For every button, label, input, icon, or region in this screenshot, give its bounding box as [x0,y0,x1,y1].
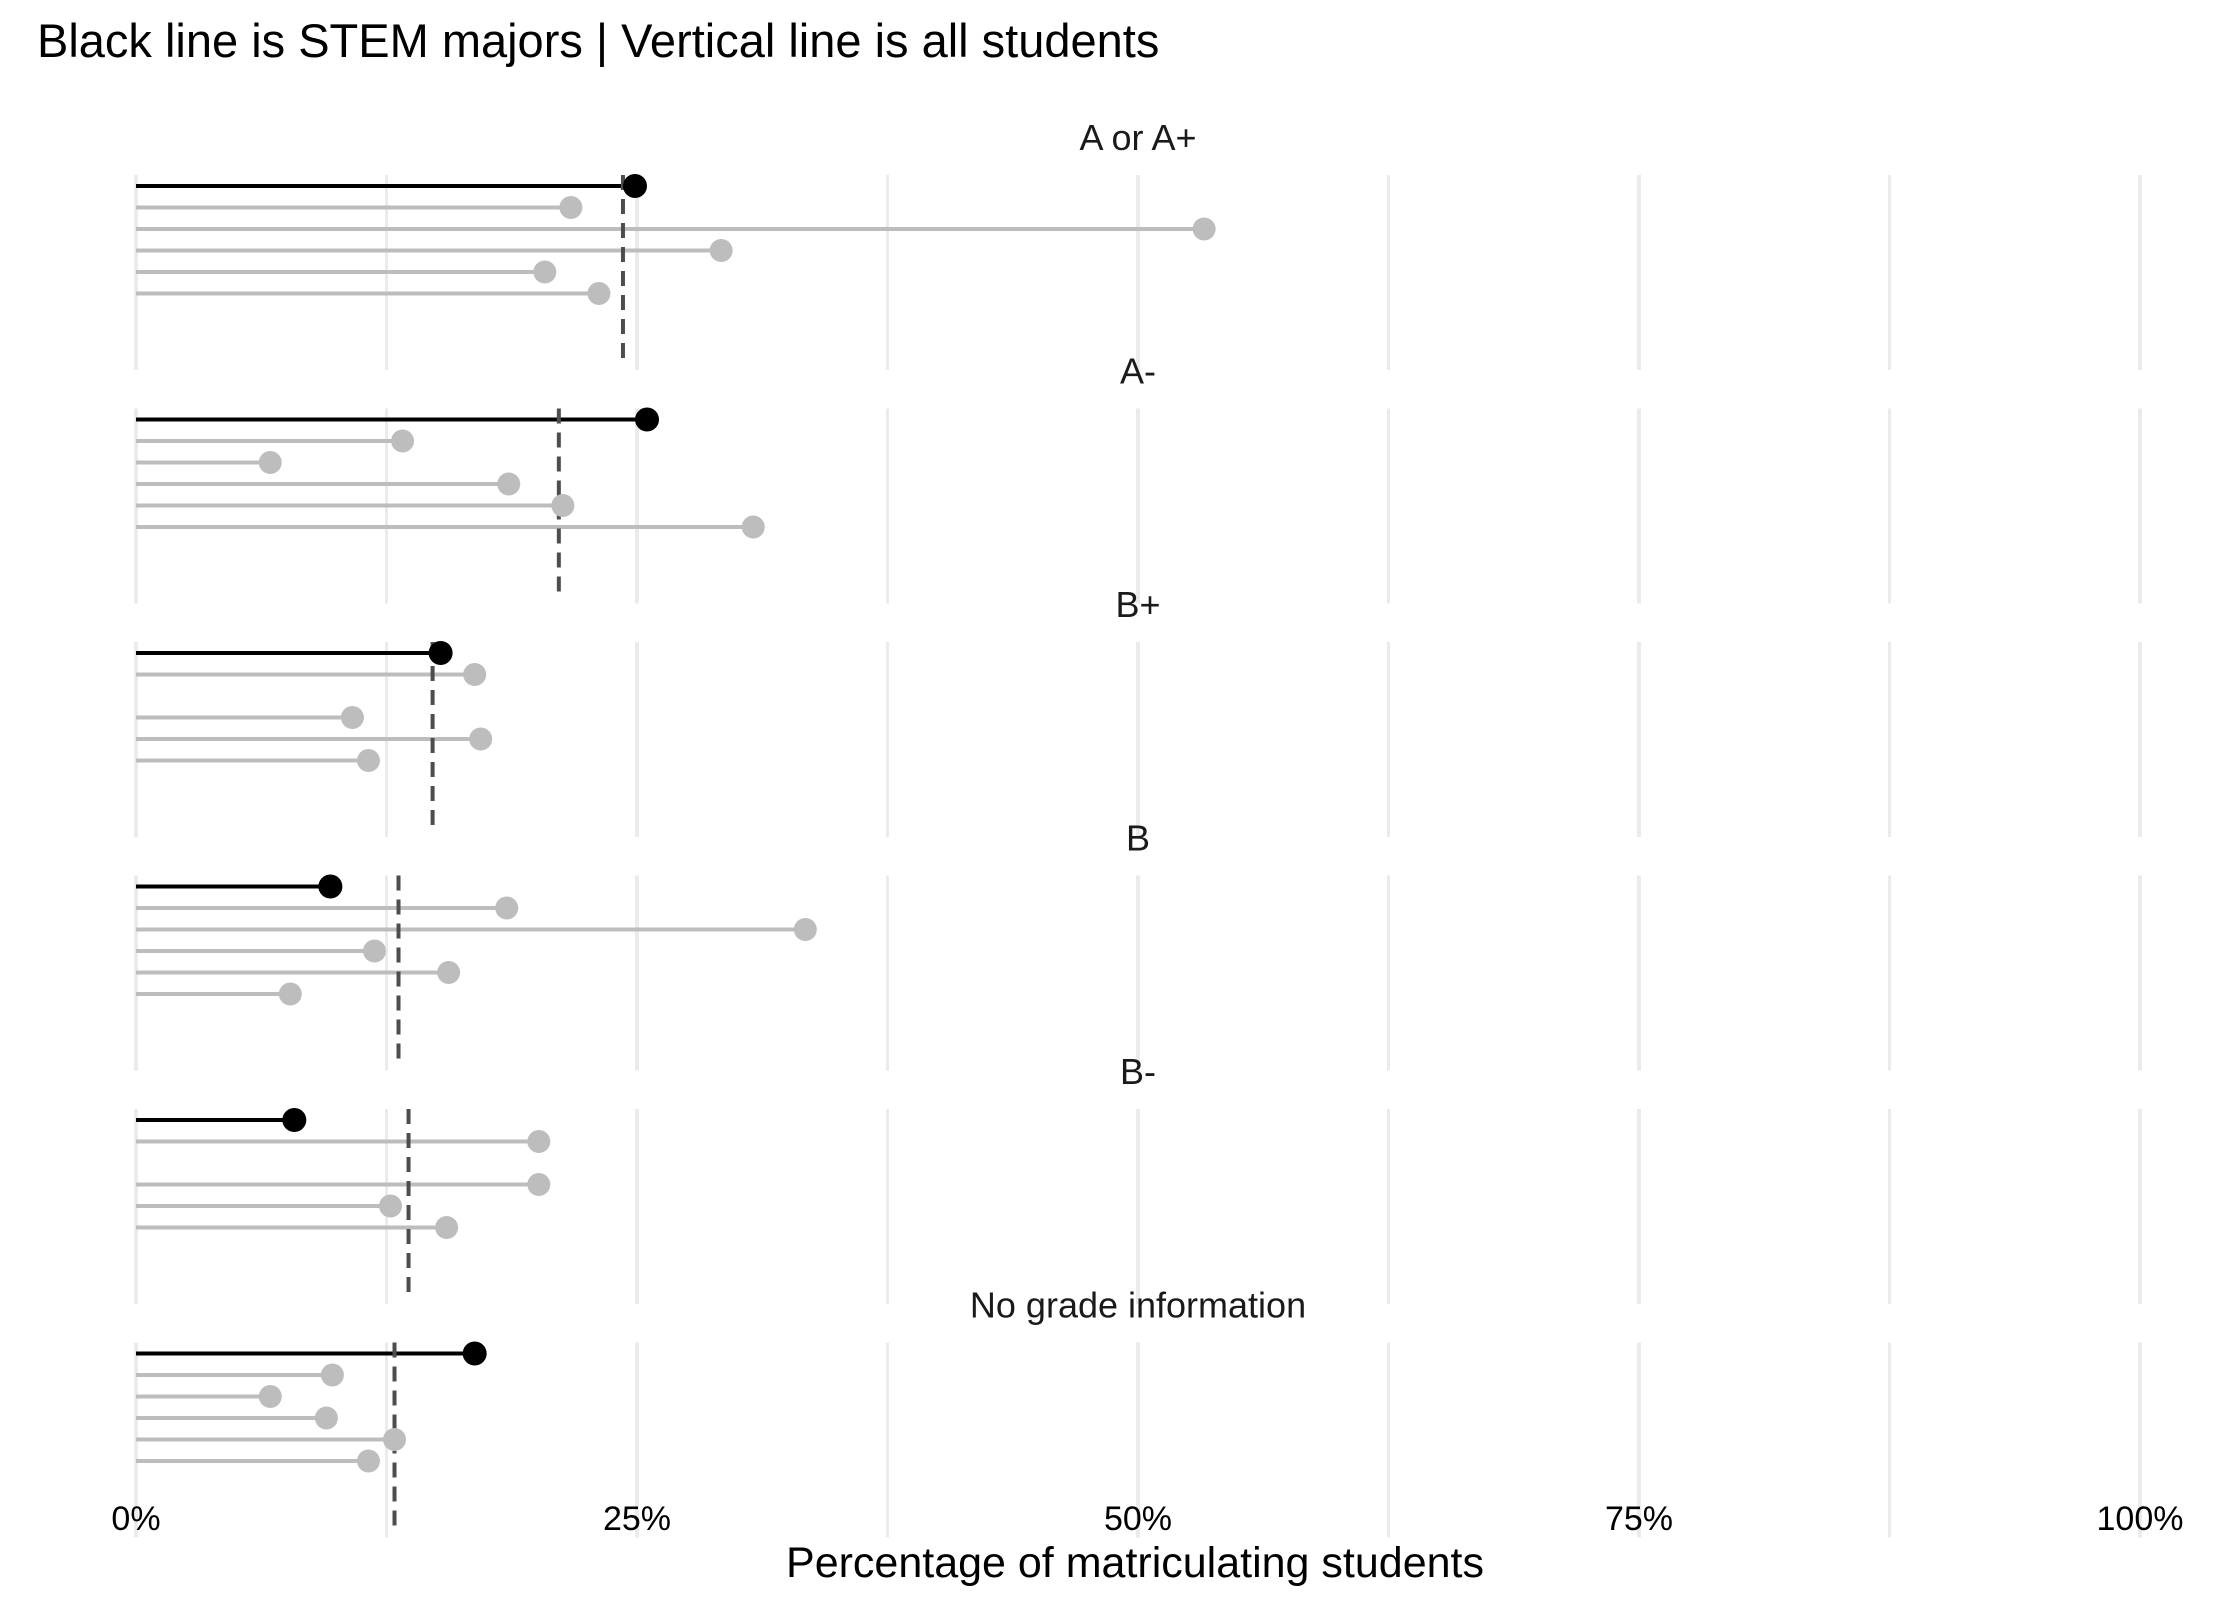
comparison-point [587,282,611,305]
x-tick-label: 50% [1104,1500,1172,1538]
chart-title: Black line is STEM majors | Vertical lin… [37,14,1159,67]
comparison-point [356,1449,380,1473]
comparison-point [435,1216,459,1239]
comparison-point [495,896,519,920]
comparison-point [463,663,487,686]
panels: A or A+ A- B+ B B- No grade information [134,117,2142,1538]
stem-majors-point [428,641,453,665]
comparison-point [391,429,415,453]
comparison-point [340,706,364,729]
facet-label: A or A+ [1079,117,1196,158]
x-tick-label: 0% [111,1500,160,1538]
x-tick-label: 100% [2097,1500,2184,1538]
comparison-point [551,494,575,517]
comparison-point [469,727,493,751]
x-axis-label: Percentage of matriculating students [786,1539,1484,1587]
comparison-point [559,196,583,219]
comparison-point [793,918,817,941]
comparison-point [278,982,302,1006]
comparison-point [497,472,521,496]
comparison-point [258,451,282,474]
comparison-point [379,1194,403,1218]
comparison-point [533,260,557,284]
stem-majors-point [318,874,343,899]
comparison-point [356,749,380,772]
stem-majors-point [462,1341,487,1366]
stem-majors-point [282,1108,307,1132]
facet-label: No grade information [970,1285,1306,1326]
facet-label: A- [1120,351,1156,392]
facet-label: B [1126,818,1150,859]
comparison-point [314,1406,338,1430]
x-axis-ticks: 0% 25% 50% 75% 100% [111,1500,2183,1538]
comparison-point [741,515,765,539]
facet-panel: B [134,818,2142,1071]
stem-majors-point [622,174,647,198]
facet-label: B- [1120,1051,1156,1092]
comparison-point [1192,217,1216,241]
facet-panel: B+ [134,584,2142,837]
comparison-point [527,1130,551,1153]
comparison-point [362,939,386,963]
comparison-point [709,239,733,262]
comparison-point [527,1173,551,1196]
facet-panel: B- [134,1051,2142,1304]
facet-panel: A- [134,351,2142,604]
comparison-point [383,1428,407,1451]
x-tick-label: 25% [603,1500,671,1538]
facet-panel: A or A+ [134,117,2142,370]
x-tick-label: 75% [1605,1500,1673,1538]
facet-panel: No grade information [134,1285,2142,1538]
comparison-point [437,961,461,984]
comparison-point [320,1363,344,1387]
stem-majors-point [635,407,660,432]
facet-label: B+ [1115,584,1160,625]
comparison-point [258,1385,282,1408]
